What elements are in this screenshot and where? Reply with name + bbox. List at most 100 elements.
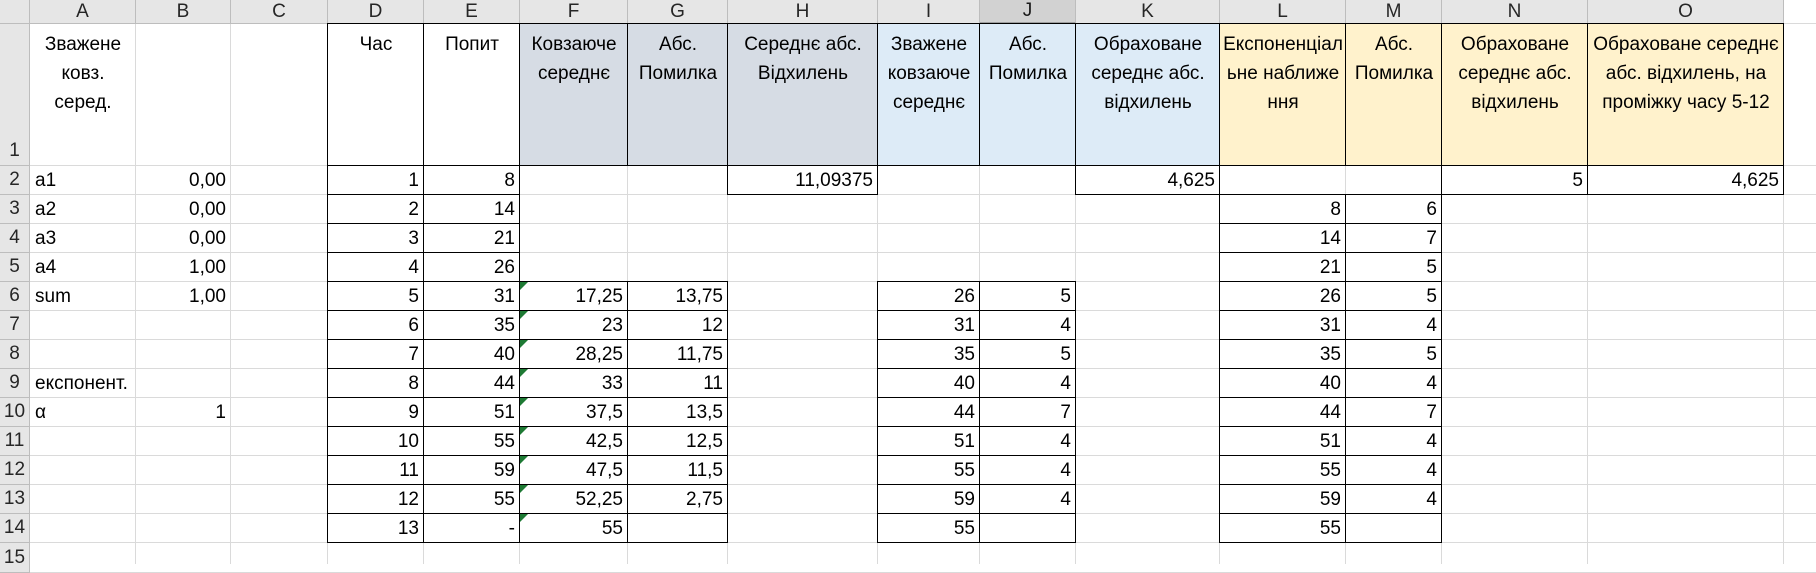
data-cell-j10[interactable]: 7 bbox=[1060, 402, 1071, 423]
data-cell-l13[interactable]: 59 bbox=[1319, 489, 1341, 510]
data-cell-d4[interactable]: 3 bbox=[408, 228, 419, 249]
data-cell-d7[interactable]: 6 bbox=[408, 315, 419, 336]
column-header-b[interactable]: B bbox=[136, 0, 231, 24]
data-cell-j2[interactable] bbox=[980, 166, 1076, 195]
column-header-m[interactable]: M bbox=[1346, 0, 1442, 24]
row-header-15[interactable]: 15 bbox=[0, 543, 30, 573]
column-header-c[interactable]: C bbox=[231, 0, 328, 24]
data-cell-n10[interactable] bbox=[1442, 398, 1588, 427]
data-cell-h13[interactable] bbox=[728, 485, 878, 514]
data-cell-m2[interactable] bbox=[1346, 166, 1442, 195]
data-cell-l2[interactable] bbox=[1220, 166, 1346, 195]
data-cell-o11[interactable] bbox=[1588, 427, 1784, 456]
row-header-2[interactable]: 2 bbox=[0, 166, 30, 195]
param-value[interactable]: 0,00 bbox=[189, 228, 226, 249]
data-cell-m10[interactable]: 7 bbox=[1426, 402, 1437, 423]
data-cell-l7[interactable]: 31 bbox=[1319, 315, 1341, 336]
data-cell-g13[interactable]: 2,75 bbox=[686, 489, 723, 510]
data-cell-i5[interactable] bbox=[878, 253, 980, 282]
data-cell-g6[interactable]: 13,75 bbox=[675, 286, 723, 307]
data-cell-e12[interactable]: 59 bbox=[493, 460, 515, 481]
data-cell-i7[interactable]: 31 bbox=[953, 315, 975, 336]
data-cell-h2[interactable]: 11,09375 bbox=[795, 170, 873, 191]
data-cell-k12[interactable] bbox=[1076, 456, 1220, 485]
data-cell-d6[interactable]: 5 bbox=[408, 286, 419, 307]
data-cell-g12[interactable]: 11,5 bbox=[687, 460, 723, 481]
header-cell-d1[interactable]: Час bbox=[359, 34, 393, 55]
data-cell-g2[interactable] bbox=[628, 166, 728, 195]
data-cell-j11[interactable]: 4 bbox=[1060, 431, 1071, 452]
column-header-h[interactable]: H bbox=[728, 0, 878, 24]
column-header-l[interactable]: L bbox=[1220, 0, 1346, 24]
header-cell-n1[interactable]: Обраховане середнє абс. відхилень bbox=[1442, 24, 1588, 166]
data-cell-e4[interactable]: 21 bbox=[493, 228, 515, 249]
data-cell-i3[interactable] bbox=[878, 195, 980, 224]
data-cell-d9[interactable]: 8 bbox=[408, 373, 419, 394]
data-cell-e14[interactable]: - bbox=[508, 518, 515, 539]
data-cell-f3[interactable] bbox=[520, 195, 628, 224]
data-cell-h9[interactable] bbox=[728, 369, 878, 398]
data-cell-e8[interactable]: 40 bbox=[493, 344, 515, 365]
data-cell-k11[interactable] bbox=[1076, 427, 1220, 456]
header-cell-i1[interactable]: Зважене ковзаюче середнє bbox=[878, 24, 980, 166]
row-header-11[interactable]: 11 bbox=[0, 427, 30, 456]
row-header-4[interactable]: 4 bbox=[0, 224, 30, 253]
select-all-corner[interactable] bbox=[0, 0, 30, 24]
data-cell-g8[interactable]: 11,75 bbox=[676, 344, 723, 365]
data-cell-k8[interactable] bbox=[1076, 340, 1220, 369]
data-cell-f4[interactable] bbox=[520, 224, 628, 253]
data-cell-d10[interactable]: 9 bbox=[408, 402, 419, 423]
data-cell-f10[interactable]: 37,5 bbox=[520, 398, 628, 427]
data-cell-g14[interactable] bbox=[628, 514, 728, 543]
data-cell-h5[interactable] bbox=[728, 253, 878, 282]
data-cell-o8[interactable] bbox=[1588, 340, 1784, 369]
param-label[interactable]: sum bbox=[35, 286, 71, 307]
data-cell-n12[interactable] bbox=[1442, 456, 1588, 485]
data-cell-f9[interactable]: 33 bbox=[520, 369, 628, 398]
data-cell-j13[interactable]: 4 bbox=[1060, 489, 1071, 510]
data-cell-d11[interactable]: 10 bbox=[397, 431, 419, 452]
data-cell-j3[interactable] bbox=[980, 195, 1076, 224]
header-cell-l1[interactable]: Експоненціальне наближення bbox=[1220, 24, 1346, 166]
data-cell-f6[interactable]: 17,25 bbox=[520, 282, 628, 311]
data-cell-g4[interactable] bbox=[628, 224, 728, 253]
data-cell-n4[interactable] bbox=[1442, 224, 1588, 253]
header-cell-m1[interactable]: Абс. Помилка bbox=[1346, 24, 1442, 166]
param-value[interactable]: 1,00 bbox=[189, 286, 226, 307]
data-cell-k7[interactable] bbox=[1076, 311, 1220, 340]
data-cell-m8[interactable]: 5 bbox=[1426, 344, 1437, 365]
data-cell-l6[interactable]: 26 bbox=[1319, 286, 1341, 307]
data-cell-f7[interactable]: 23 bbox=[520, 311, 628, 340]
data-cell-m12[interactable]: 4 bbox=[1426, 460, 1437, 481]
data-cell-h3[interactable] bbox=[728, 195, 878, 224]
data-cell-l9[interactable]: 40 bbox=[1319, 373, 1341, 394]
row-header-10[interactable]: 10 bbox=[0, 398, 30, 427]
data-cell-d8[interactable]: 7 bbox=[408, 344, 419, 365]
data-cell-m14[interactable] bbox=[1346, 514, 1442, 543]
data-cell-g9[interactable]: 11 bbox=[703, 373, 723, 394]
data-cell-f2[interactable] bbox=[520, 166, 628, 195]
data-cell-f8[interactable]: 28,25 bbox=[520, 340, 628, 369]
data-cell-h6[interactable] bbox=[728, 282, 878, 311]
column-header-a[interactable]: A bbox=[30, 0, 136, 24]
data-cell-h7[interactable] bbox=[728, 311, 878, 340]
data-cell-i11[interactable]: 51 bbox=[953, 431, 975, 452]
data-cell-i10[interactable]: 44 bbox=[953, 402, 975, 423]
data-cell-o6[interactable] bbox=[1588, 282, 1784, 311]
data-cell-j14[interactable] bbox=[980, 514, 1076, 543]
data-cell-l3[interactable]: 8 bbox=[1330, 199, 1341, 220]
data-cell-o9[interactable] bbox=[1588, 369, 1784, 398]
data-cell-o4[interactable] bbox=[1588, 224, 1784, 253]
data-cell-m6[interactable]: 5 bbox=[1426, 286, 1437, 307]
data-cell-i4[interactable] bbox=[878, 224, 980, 253]
row-header-6[interactable]: 6 bbox=[0, 282, 30, 311]
data-cell-m9[interactable]: 4 bbox=[1426, 373, 1437, 394]
param-label[interactable]: α bbox=[35, 402, 46, 423]
data-cell-n5[interactable] bbox=[1442, 253, 1588, 282]
data-cell-e2[interactable]: 8 bbox=[504, 170, 515, 191]
data-cell-i2[interactable] bbox=[878, 166, 980, 195]
row-header-14[interactable]: 14 bbox=[0, 514, 30, 543]
data-cell-m11[interactable]: 4 bbox=[1426, 431, 1437, 452]
data-cell-k3[interactable] bbox=[1076, 195, 1220, 224]
